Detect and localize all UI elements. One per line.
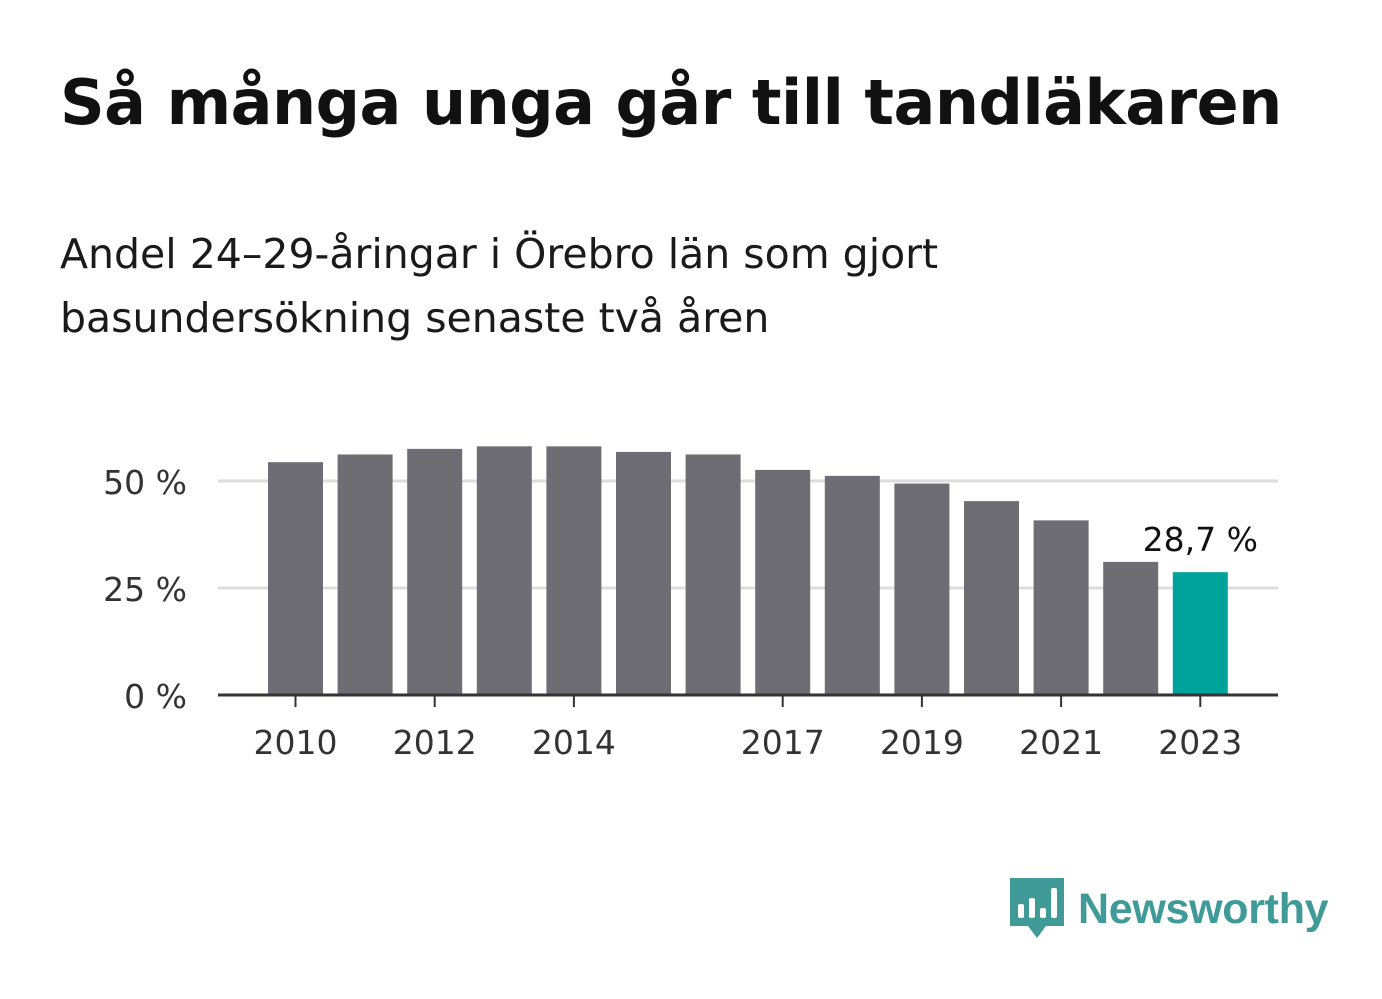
newsworthy-logo-icon xyxy=(1010,878,1064,938)
bars xyxy=(268,446,1228,695)
bar xyxy=(407,448,463,695)
data-label-2023: 28,7 % xyxy=(1143,520,1258,559)
x-tick-label: 2010 xyxy=(254,723,338,762)
bar xyxy=(616,451,671,695)
axes xyxy=(218,693,1278,707)
x-tick-label: 2014 xyxy=(532,723,616,762)
bar xyxy=(685,454,741,695)
x-tick-label: 2019 xyxy=(880,723,964,762)
bar xyxy=(337,454,393,695)
bar-highlight xyxy=(1172,572,1228,695)
y-tick-label: 0 % xyxy=(124,677,187,716)
labels: 0 % 25 % 50 % 2010 2012 2014 2017 2019 2021 2023 2… xyxy=(103,463,1258,762)
bar xyxy=(546,446,602,695)
x-tick-label: 2023 xyxy=(1158,723,1242,762)
bar xyxy=(824,475,880,695)
bar xyxy=(476,446,532,695)
subtitle-line-2: basundersökning senaste två åren xyxy=(60,294,770,342)
brand-name: Newsworthy xyxy=(1078,884,1329,933)
y-tick-label: 25 % xyxy=(103,570,187,609)
x-tick-label: 2012 xyxy=(393,723,477,762)
subtitle-line-1: Andel 24–29-åringar i Örebro län som gjo… xyxy=(60,230,939,278)
bar xyxy=(894,483,950,695)
bar xyxy=(1033,520,1089,695)
x-tick-label: 2021 xyxy=(1019,723,1103,762)
chart-subtitle: Andel 24–29-åringar i Örebro län som gjo… xyxy=(60,222,1060,350)
bar xyxy=(268,462,323,695)
bar xyxy=(1103,561,1159,695)
chart-title: Så många unga går till tandläkaren xyxy=(60,66,1282,139)
y-tick-label: 50 % xyxy=(103,463,187,502)
newsworthy-brand: Newsworthy xyxy=(1010,878,1329,940)
bar xyxy=(964,501,1019,695)
x-tick-label: 2017 xyxy=(741,723,825,762)
bar xyxy=(755,469,811,695)
gridlines xyxy=(218,479,1278,590)
